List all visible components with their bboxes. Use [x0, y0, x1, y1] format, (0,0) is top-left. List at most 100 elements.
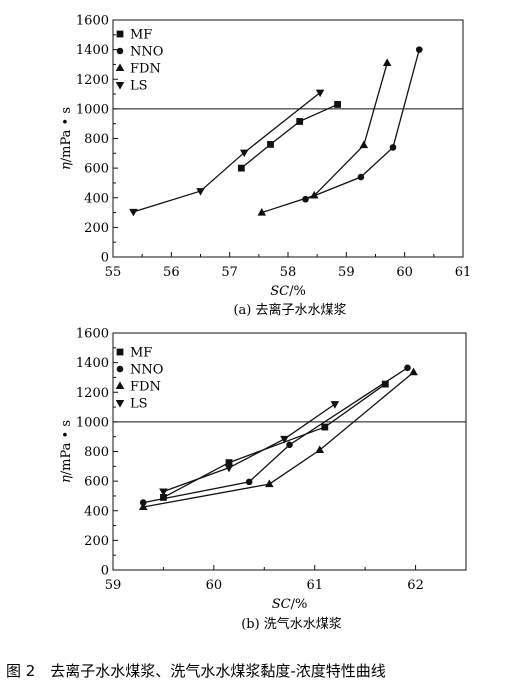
data-point	[382, 58, 392, 66]
legend-label: MF	[130, 346, 152, 361]
data-point	[309, 190, 319, 199]
series-line	[240, 103, 338, 169]
y-axis-title: η/mPa • s	[59, 107, 74, 170]
data-point	[357, 173, 365, 181]
data-point	[321, 423, 329, 431]
data-point	[237, 164, 245, 172]
plot-frame	[112, 19, 464, 258]
series-ls	[159, 401, 340, 497]
legend-marker	[115, 82, 125, 90]
series-mf	[237, 101, 341, 172]
data-point	[129, 208, 138, 217]
series-line	[261, 62, 388, 214]
x-tick-label: 55	[105, 265, 122, 280]
y-tick-label: 400	[84, 191, 109, 206]
series-ls	[129, 89, 325, 217]
series-fdn	[257, 58, 392, 216]
y-axis-title-unit: /mPa • s	[59, 420, 74, 475]
y-tick-label: 600	[84, 475, 109, 490]
y-axis-title: η/mPa • s	[59, 420, 74, 483]
chart-caption: (a) 去离子水水煤浆	[233, 302, 346, 318]
x-tick-label: 56	[163, 265, 180, 280]
data-point	[296, 118, 304, 125]
y-tick-label: 800	[84, 445, 109, 460]
x-tick-label: 60	[396, 265, 413, 280]
data-point	[415, 46, 423, 53]
data-point	[239, 149, 249, 158]
data-point	[267, 141, 274, 148]
legend-marker	[116, 30, 124, 38]
series-mf	[160, 380, 389, 501]
series-line	[143, 371, 414, 508]
y-tick-label: 0	[101, 564, 109, 579]
legend-marker	[116, 348, 124, 356]
x-axis-title-unit: /%	[289, 284, 306, 299]
legend-label: LS	[130, 79, 148, 94]
x-tick-label: 60	[206, 578, 223, 593]
data-point	[286, 441, 293, 449]
x-tick-label: 59	[105, 578, 122, 593]
chart-a: 0 200 400 600 800 1000 1200 1400 1600 55 56 57 58 59 6…	[59, 14, 471, 319]
data-point	[315, 89, 325, 98]
x-tick-label: 59	[338, 265, 355, 280]
y-tick-label: 1400	[76, 43, 109, 58]
series-fdn	[138, 367, 418, 511]
legend-marker	[116, 47, 124, 55]
y-tick-label: 1200	[76, 73, 109, 88]
data-point	[196, 188, 205, 196]
x-axis-title-unit: /%	[291, 597, 308, 612]
x-tick-label: 61	[306, 578, 323, 593]
data-point	[409, 367, 418, 376]
y-tick-label: 1600	[76, 14, 109, 29]
y-axis-title-italic: η	[59, 162, 74, 170]
x-axis-title-italic: SC	[270, 284, 289, 299]
data-point	[315, 445, 325, 454]
x-axis-title-italic: SC	[272, 597, 291, 612]
y-tick-label: 1000	[76, 415, 109, 430]
x-tick-label: 58	[280, 265, 297, 280]
y-tick-label: 0	[101, 251, 109, 266]
y-tick-label: 1400	[76, 356, 109, 371]
data-point	[359, 140, 369, 149]
series-line	[143, 367, 408, 504]
x-tick-label: 57	[221, 265, 238, 280]
legend-label: LS	[130, 397, 148, 412]
y-tick-label: 200	[84, 221, 109, 236]
data-point	[138, 502, 148, 511]
y-axis-title-italic: η	[59, 475, 74, 483]
legend-label: MF	[130, 28, 152, 43]
y-tick-label: 800	[84, 132, 109, 147]
data-point	[280, 435, 289, 444]
y-tick-label: 200	[84, 534, 109, 549]
legend-label: FDN	[130, 62, 161, 77]
figure-caption: 图 2 去离子水水煤浆、洗气水水煤浆黏度-浓度特性曲线	[6, 662, 386, 680]
data-point	[257, 207, 267, 216]
legend-label: FDN	[130, 380, 161, 395]
legend-marker	[115, 63, 125, 71]
data-point	[160, 494, 167, 501]
y-tick-label: 1000	[76, 102, 109, 117]
data-point	[334, 101, 341, 108]
series-line	[133, 92, 321, 213]
data-point	[225, 459, 233, 467]
data-point	[245, 478, 253, 486]
y-axis-title-unit: /mPa • s	[59, 107, 74, 162]
data-point	[159, 488, 168, 497]
data-point	[381, 380, 389, 388]
legend-marker	[115, 400, 125, 408]
y-tick-label: 1600	[76, 327, 109, 342]
x-tick-label: 61	[455, 265, 472, 280]
x-axis-title: SC/%	[270, 284, 306, 299]
chart-caption: (b) 洗气水水煤浆	[241, 616, 342, 632]
series-line	[163, 403, 336, 493]
data-point	[389, 144, 397, 151]
y-tick-label: 400	[84, 504, 109, 519]
legend-marker	[116, 365, 124, 373]
data-point	[265, 479, 274, 488]
data-point	[404, 364, 411, 372]
series-line	[305, 49, 420, 200]
legend-label: NNO	[130, 45, 163, 60]
x-tick-label: 62	[407, 578, 424, 593]
